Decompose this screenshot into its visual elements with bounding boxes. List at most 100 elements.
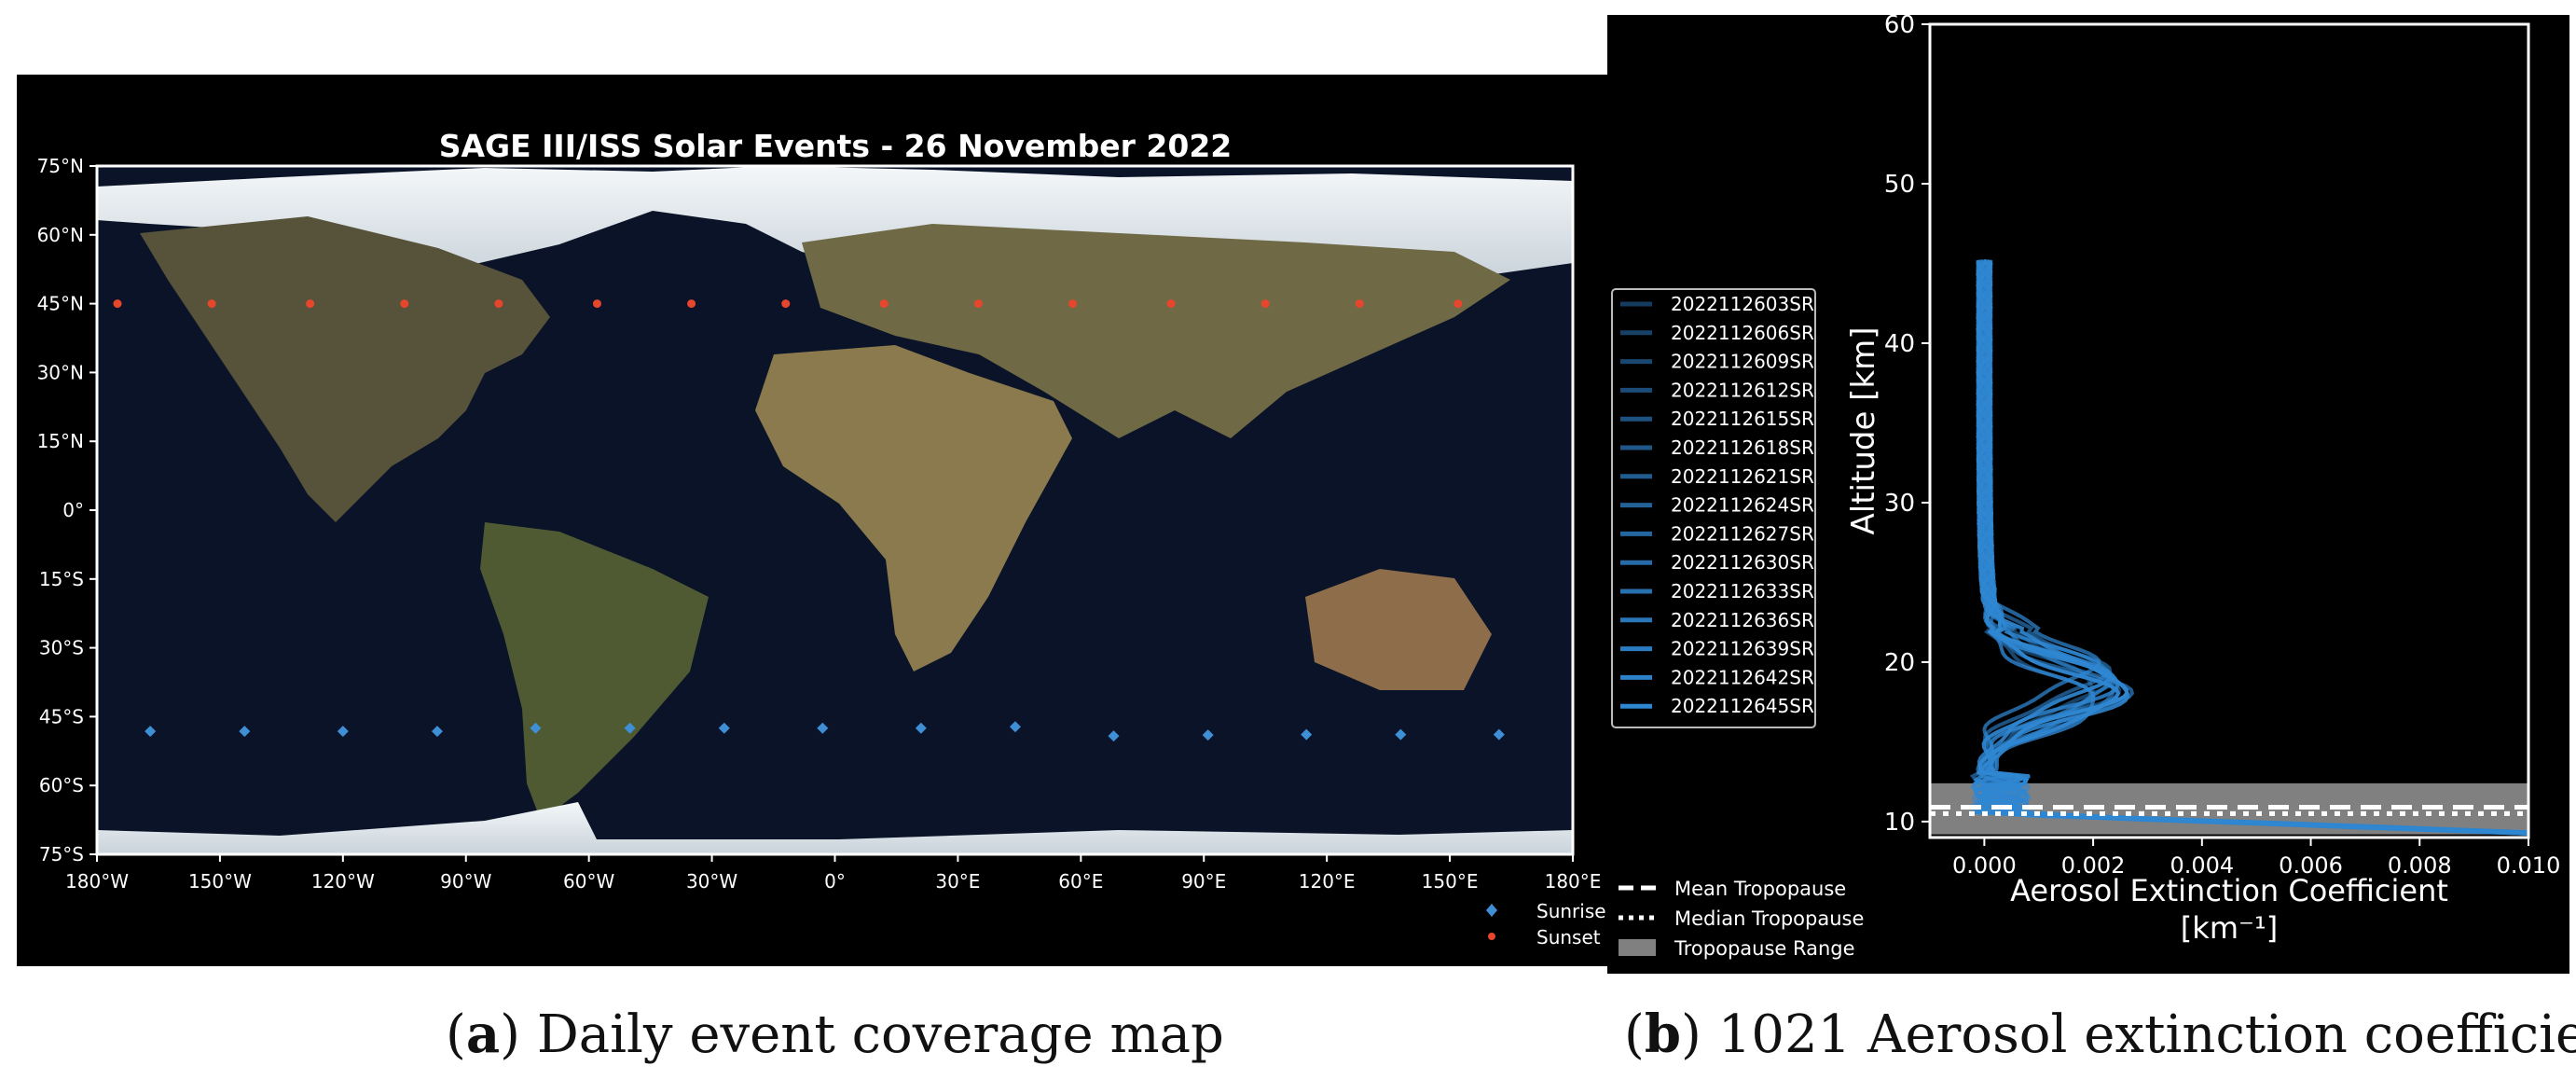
sunrise-point bbox=[1301, 728, 1313, 741]
caption-b-close: ) bbox=[1681, 1004, 1701, 1065]
profile-xtick-label: 0.000 bbox=[1952, 852, 2017, 879]
profile-ytick-label: 40 bbox=[1884, 330, 1915, 358]
sunrise-point bbox=[1009, 721, 1021, 733]
sunrise-point bbox=[1202, 729, 1214, 741]
sunset-point bbox=[494, 299, 503, 309]
legend-range-swatch bbox=[1619, 939, 1656, 956]
caption-b: (b) 1021 Aerosol extinction coefficient bbox=[1624, 1004, 2576, 1065]
map-ytick-label: 75°S bbox=[39, 843, 84, 865]
profile-ytick-label: 30 bbox=[1884, 490, 1915, 518]
profile-frame bbox=[1928, 22, 2530, 839]
legend-mean-label: Mean Tropopause bbox=[1674, 878, 1846, 900]
map-xtick-label: 30°E bbox=[935, 870, 980, 893]
sunrise-point bbox=[1395, 728, 1407, 741]
profile-ytick-label: 50 bbox=[1884, 171, 1915, 199]
map-xtick-label: 150°E bbox=[1422, 870, 1479, 893]
sunset-point bbox=[1453, 299, 1463, 309]
legend-sunset-marker bbox=[1488, 933, 1495, 940]
profile-line bbox=[1976, 259, 2528, 836]
map-xtick-label: 120°E bbox=[1299, 870, 1356, 893]
sunrise-point bbox=[1493, 728, 1505, 741]
map-markers bbox=[113, 299, 1505, 742]
caption-a-open: ( bbox=[446, 1004, 466, 1065]
legend-series-label: 2022112642SR bbox=[1671, 666, 1814, 688]
sunrise-point bbox=[145, 726, 157, 738]
legend-series-label: 2022112618SR bbox=[1671, 436, 1814, 459]
legend-range-label: Tropopause Range bbox=[1674, 937, 1855, 960]
map-xtick-label: 90°W bbox=[440, 870, 491, 893]
legend-series-label: 2022112639SR bbox=[1671, 638, 1814, 660]
legend-series-label: 2022112609SR bbox=[1671, 351, 1814, 373]
tropopause-legend: Mean Tropopause Median Tropopause Tropop… bbox=[1619, 878, 1864, 960]
map-legend: Sunrise Sunset bbox=[1486, 900, 1606, 948]
legend-sunset-label: Sunset bbox=[1536, 926, 1601, 948]
map-xtick-label: 150°W bbox=[188, 870, 252, 893]
map-xtick-label: 60°W bbox=[563, 870, 614, 893]
profile-ylabel: Altitude [km] bbox=[1845, 326, 1882, 534]
sunset-point bbox=[781, 299, 791, 309]
legend-sunrise-marker bbox=[1486, 904, 1497, 917]
caption-a: (a) Daily event coverage map bbox=[446, 1004, 1224, 1065]
sunset-point bbox=[1068, 299, 1078, 309]
map-ytick-label: 15°N bbox=[37, 430, 84, 452]
sunrise-point bbox=[1108, 730, 1120, 742]
profile-ytick-label: 10 bbox=[1884, 809, 1915, 837]
caption-b-open: ( bbox=[1624, 1004, 1645, 1065]
legend-series-label: 2022112612SR bbox=[1671, 379, 1814, 401]
africa bbox=[755, 345, 1072, 672]
sunset-point bbox=[592, 299, 601, 309]
map-image bbox=[97, 166, 1573, 854]
profile-line bbox=[1973, 258, 2528, 836]
sunset-point bbox=[973, 299, 983, 309]
sunrise-point bbox=[337, 726, 349, 738]
legend-series-label: 2022112603SR bbox=[1671, 293, 1814, 315]
legend-series-label: 2022112636SR bbox=[1671, 609, 1814, 631]
sunset-point bbox=[1260, 299, 1270, 309]
map-xtick-label: 120°W bbox=[311, 870, 375, 893]
legend-series-label: 2022112615SR bbox=[1671, 408, 1814, 430]
profile-xtick-label: 0.008 bbox=[2388, 852, 2452, 879]
legend-median-label: Median Tropopause bbox=[1674, 907, 1864, 930]
profile-legend-box bbox=[1611, 288, 1816, 728]
map-ytick-label: 15°S bbox=[39, 568, 84, 590]
caption-a-letter: a bbox=[465, 1004, 501, 1065]
map-ytick-label: 45°S bbox=[39, 705, 84, 727]
caption-a-text: Daily event coverage map bbox=[536, 1004, 1224, 1065]
profile-ytick-label: 60 bbox=[1884, 11, 1915, 39]
sunrise-point bbox=[817, 722, 829, 734]
sunrise-point bbox=[718, 722, 730, 734]
profile-xtick-label: 0.002 bbox=[2061, 852, 2126, 879]
sunset-point bbox=[687, 299, 696, 309]
profile-xtick-label: 0.004 bbox=[2170, 852, 2234, 879]
map-xtick-label: 30°W bbox=[686, 870, 737, 893]
profile-xlabel: Aerosol Extinction Coefficient bbox=[2010, 873, 2448, 908]
sunset-point bbox=[207, 299, 216, 309]
map-xtick-label: 180°E bbox=[1545, 870, 1602, 893]
map-xtick-label: 90°E bbox=[1181, 870, 1226, 893]
legend-series-label: 2022112624SR bbox=[1671, 494, 1814, 517]
map-ytick-label: 0° bbox=[62, 499, 84, 521]
sunset-point bbox=[1166, 299, 1176, 309]
sunrise-point bbox=[239, 726, 251, 738]
profile-xtick-label: 0.006 bbox=[2279, 852, 2343, 879]
map-ytick-label: 45°N bbox=[37, 293, 84, 315]
map-title: SAGE III/ISS Solar Events - 26 November … bbox=[439, 128, 1233, 164]
legend-series-label: 2022112627SR bbox=[1671, 522, 1814, 545]
map-ytick-label: 75°N bbox=[37, 155, 84, 177]
map-ytick-label: 60°N bbox=[37, 224, 84, 246]
map-xtick-label: 0° bbox=[824, 870, 846, 893]
eurasia bbox=[802, 224, 1510, 438]
legend-series-label: 2022112621SR bbox=[1671, 465, 1814, 488]
legend-sunrise-label: Sunrise bbox=[1536, 900, 1606, 922]
north-america bbox=[140, 216, 550, 522]
australia bbox=[1305, 569, 1492, 690]
caption-b-text: 1021 Aerosol extinction coefficient bbox=[1717, 1004, 2576, 1065]
antarctica bbox=[97, 802, 1573, 854]
caption-b-letter: b bbox=[1644, 1004, 1682, 1065]
map-ytick-label: 30°S bbox=[39, 637, 84, 659]
caption-a-close: ) bbox=[500, 1004, 521, 1065]
legend-series-label: 2022112630SR bbox=[1671, 551, 1814, 574]
legend-series-label: 2022112606SR bbox=[1671, 322, 1814, 344]
sunrise-point bbox=[530, 722, 542, 734]
